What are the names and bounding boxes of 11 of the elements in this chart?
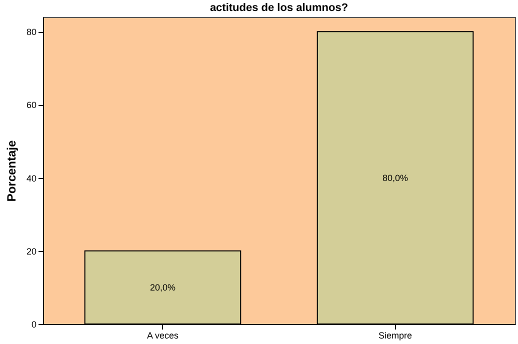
y-tick-label: 40 [26, 173, 36, 184]
y-tick-label: 20 [26, 246, 36, 256]
x-tick-label: A veces [146, 330, 179, 340]
y-tick-label: 80 [26, 27, 36, 38]
data-label: 20,0% [150, 282, 176, 292]
y-axis-title: Porcentaje [4, 140, 18, 202]
data-label: 80,0% [382, 172, 408, 183]
y-tick-label: 0 [31, 320, 36, 330]
chart-title: actitudes de los alumnos? [210, 2, 348, 14]
x-tick-label: Siempre [378, 330, 412, 340]
y-tick-label: 60 [26, 100, 36, 110]
